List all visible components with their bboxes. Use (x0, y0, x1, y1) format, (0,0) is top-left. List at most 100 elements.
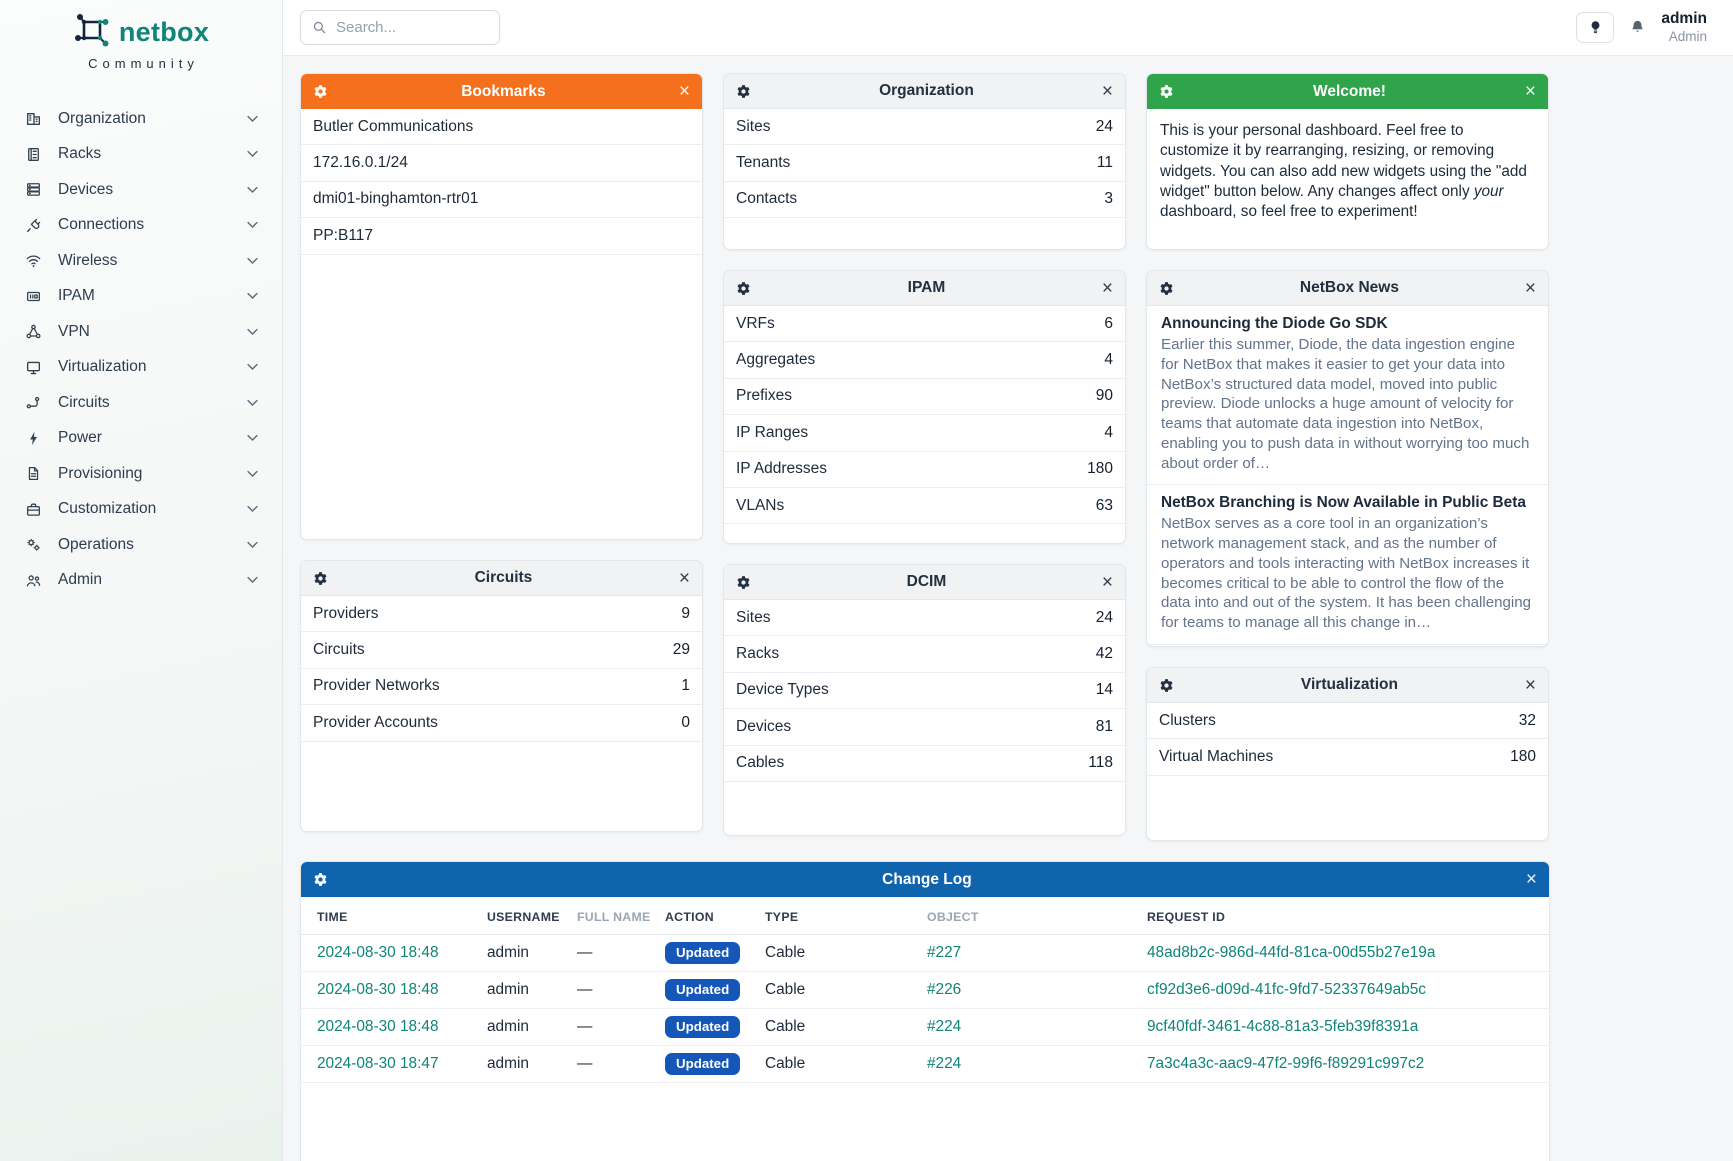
changelog-time-link[interactable]: 2024-08-30 18:48 (317, 981, 439, 998)
stat-link[interactable]: Sites (736, 608, 771, 626)
stat-link[interactable]: Prefixes (736, 387, 792, 405)
stat-row: Sites 24 (724, 109, 1125, 146)
changelog-time-link[interactable]: 2024-08-30 18:47 (317, 1055, 439, 1072)
sidebar-item-wireless[interactable]: Wireless (14, 243, 268, 279)
widget-close-icon[interactable]: × (1524, 674, 1536, 696)
stat-link[interactable]: Providers (313, 604, 379, 622)
widget-gear-icon[interactable] (736, 84, 751, 99)
column-header-full-name[interactable]: Full Name (567, 897, 655, 935)
sidebar-item-customization[interactable]: Customization (14, 492, 268, 528)
sidebar-item-devices[interactable]: Devices (14, 172, 268, 208)
changelog-object-link[interactable]: #227 (927, 944, 962, 961)
changelog-object-link[interactable]: #224 (927, 1055, 962, 1072)
stat-row: Devices 81 (724, 709, 1125, 746)
stat-link[interactable]: VRFs (736, 314, 775, 332)
stat-link[interactable]: Aggregates (736, 351, 816, 369)
theme-toggle-button[interactable] (1576, 11, 1615, 43)
sidebar-item-label: Connections (58, 216, 145, 234)
action-badge: Updated (665, 978, 741, 1002)
column-header-time[interactable]: Time (301, 897, 477, 935)
search-input[interactable] (336, 19, 488, 36)
action-badge: Updated (665, 1015, 741, 1039)
stat-row: Providers 9 (301, 596, 702, 633)
sidebar-item-ipam[interactable]: IPAM (14, 279, 268, 315)
stat-link[interactable]: VLANs (736, 496, 785, 514)
sidebar-item-admin[interactable]: Admin (14, 563, 268, 599)
column-header-request-id[interactable]: Request ID (1137, 897, 1549, 935)
widget-gear-icon[interactable] (313, 84, 328, 99)
sidebar-item-vpn[interactable]: VPN (14, 314, 268, 350)
sidebar-item-connections[interactable]: Connections (14, 208, 268, 244)
user-menu[interactable]: admin Admin (1661, 10, 1707, 44)
stat-link[interactable]: Provider Networks (313, 677, 440, 695)
stat-link[interactable]: Contacts (736, 190, 798, 208)
widget-gear-icon[interactable] (736, 281, 751, 296)
widget-close-icon[interactable]: × (1101, 571, 1113, 593)
stat-link[interactable]: Provider Accounts (313, 713, 438, 731)
widget-close-icon[interactable]: × (1101, 80, 1113, 102)
column-header-username[interactable]: Username (477, 897, 567, 935)
widget-close-icon[interactable]: × (1524, 277, 1536, 299)
changelog-request-id-link[interactable]: 48ad8b2c-986d-44fd-81ca-00d55b27e19a (1147, 944, 1436, 961)
news-link[interactable]: Announcing the Diode Go SDK (1161, 315, 1388, 332)
stat-link[interactable]: Tenants (736, 154, 791, 172)
widget-gear-icon[interactable] (313, 872, 328, 887)
news-link[interactable]: NetBox Branching is Now Available in Pub… (1161, 494, 1526, 512)
sidebar-item-circuits[interactable]: Circuits (14, 385, 268, 421)
stat-link[interactable]: Device Types (736, 681, 829, 699)
sidebar-item-virtualization[interactable]: Virtualization (14, 350, 268, 386)
widget-close-icon[interactable]: × (1101, 277, 1113, 299)
changelog-object-link[interactable]: #224 (927, 1018, 962, 1035)
stat-link[interactable]: Clusters (1159, 711, 1216, 729)
changelog-time-link[interactable]: 2024-08-30 18:48 (317, 944, 439, 961)
column-header-type[interactable]: Type (755, 897, 917, 935)
sidebar-item-racks[interactable]: Racks (14, 137, 268, 173)
stat-link[interactable]: Sites (736, 117, 771, 135)
widget-close-icon[interactable]: × (678, 567, 690, 589)
stat-link[interactable]: Devices (736, 717, 792, 735)
widget-gear-icon[interactable] (1159, 281, 1174, 296)
bookmark-link[interactable]: dmi01-binghamton-rtr01 (313, 190, 479, 208)
search-box[interactable] (300, 10, 500, 45)
changelog-object-link[interactable]: #226 (927, 981, 962, 998)
widget-title: Virtualization (1300, 676, 1398, 693)
notifications-bell-icon[interactable] (1629, 19, 1646, 36)
widget-gear-icon[interactable] (736, 575, 751, 590)
chevron-down-icon (247, 186, 258, 194)
changelog-type: Cable (755, 971, 917, 1009)
stat-row: Cables 118 (724, 746, 1125, 782)
bookmark-link[interactable]: Butler Communications (313, 117, 474, 135)
stat-link[interactable]: Cables (736, 754, 785, 772)
widget-close-icon[interactable]: × (678, 81, 690, 102)
chevron-down-icon (247, 257, 258, 265)
sidebar-item-provisioning[interactable]: Provisioning (14, 456, 268, 492)
stat-link[interactable]: Racks (736, 645, 780, 663)
sidebar-item-power[interactable]: Power (14, 421, 268, 457)
stat-link[interactable]: Virtual Machines (1159, 748, 1274, 766)
changelog-request-id-link[interactable]: cf92d3e6-d09d-41fc-9fd7-52337649ab5c (1147, 981, 1426, 998)
widget-gear-icon[interactable] (1159, 84, 1174, 99)
connections-plug-icon (24, 217, 43, 234)
widget-close-icon[interactable]: × (1524, 81, 1536, 102)
widget-gear-icon[interactable] (1159, 678, 1174, 693)
bookmark-link[interactable]: PP:B117 (313, 226, 374, 244)
stat-link[interactable]: IP Addresses (736, 460, 828, 478)
brand[interactable]: netbox Community (0, 12, 282, 71)
sidebar-item-operations[interactable]: Operations (14, 527, 268, 563)
stat-value: 32 (1518, 711, 1536, 729)
widget-close-icon[interactable]: × (1525, 869, 1537, 890)
stat-value: 180 (1510, 748, 1536, 766)
widget-change-log-header: Change Log × (301, 862, 1549, 897)
bookmark-link[interactable]: 172.16.0.1/24 (313, 154, 408, 172)
changelog-username: admin (477, 971, 567, 1009)
sidebar-item-organization[interactable]: Organization (14, 101, 268, 137)
stat-link[interactable]: IP Ranges (736, 423, 809, 441)
changelog-time-link[interactable]: 2024-08-30 18:48 (317, 1018, 439, 1035)
column-header-action[interactable]: Action (655, 897, 755, 935)
changelog-request-id-link[interactable]: 7a3c4a3c-aac9-47f2-99f6-f89291c997c2 (1147, 1055, 1425, 1072)
widget-gear-icon[interactable] (313, 571, 328, 586)
changelog-request-id-link[interactable]: 9cf40fdf-3461-4c88-81a3-5feb39f8391a (1147, 1018, 1419, 1035)
column-header-object[interactable]: Object (917, 897, 1137, 935)
stat-link[interactable]: Circuits (313, 641, 365, 659)
